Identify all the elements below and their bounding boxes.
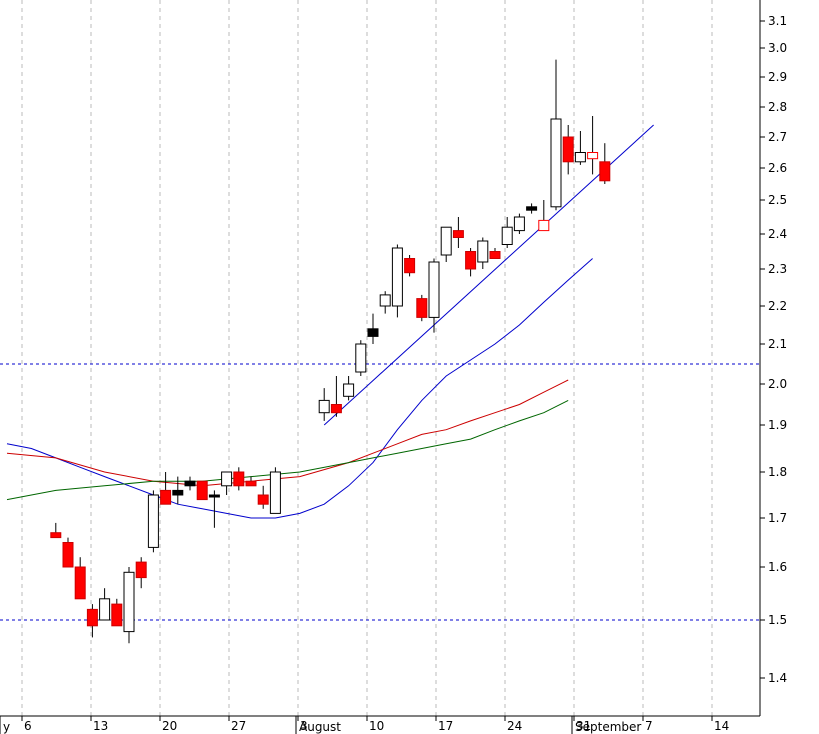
series-line xyxy=(323,124,654,426)
series-line xyxy=(6,399,569,501)
candle-body xyxy=(501,226,513,245)
y-tick-label: 2.2 xyxy=(768,299,787,313)
x-tick-label: 14 xyxy=(714,719,729,733)
month-label: August xyxy=(299,720,341,734)
y-tick-label: 2.6 xyxy=(768,161,787,175)
candle-body xyxy=(86,608,98,627)
candle-body xyxy=(147,494,159,548)
y-tick-label: 1.7 xyxy=(768,511,787,525)
candle-body xyxy=(587,152,599,160)
x-tick-label: 24 xyxy=(507,719,522,733)
y-tick-label: 1.5 xyxy=(768,613,787,627)
candle-body xyxy=(50,532,62,539)
candle-body xyxy=(452,230,464,239)
month-label: September xyxy=(575,720,641,734)
y-tick-label: 2.9 xyxy=(768,70,787,84)
month-label: y xyxy=(3,720,10,734)
candle-body xyxy=(477,240,489,263)
x-tick-label: 10 xyxy=(369,719,384,733)
candle-body xyxy=(391,247,403,307)
candle-body xyxy=(538,219,550,232)
x-tick-label: 27 xyxy=(231,719,246,733)
candle-body xyxy=(343,383,355,397)
candle-body xyxy=(318,399,330,414)
candle-body xyxy=(379,294,391,307)
candle-body xyxy=(599,161,611,182)
x-axis: 6 13 20 27 3 10 17 24 31 7 14 y August September xyxy=(0,716,729,734)
y-tick-label: 2.8 xyxy=(768,100,787,114)
candle-body xyxy=(233,471,245,487)
y-axis: 1.4 1.5 1.6 1.7 1.8 1.9 2.0 2.1 2.2 2.3 2.4 2.5 2.6 2… xyxy=(760,14,787,685)
x-tick-label: 31 xyxy=(576,719,591,733)
y-tick-label: 2.4 xyxy=(768,227,787,241)
candle-body xyxy=(135,561,147,579)
y-tick-label: 2.1 xyxy=(768,337,787,351)
series-line xyxy=(6,258,593,519)
candle-body xyxy=(465,251,477,270)
candle-body xyxy=(404,258,416,274)
y-tick-label: 2.3 xyxy=(768,262,787,276)
candle-body xyxy=(99,598,111,621)
x-tick-label: 7 xyxy=(645,719,653,733)
x-tick-label: 6 xyxy=(24,719,32,733)
y-tick-label: 1.6 xyxy=(768,560,787,574)
candle-body xyxy=(208,494,220,498)
y-tick-label: 1.4 xyxy=(768,671,787,685)
candle-body xyxy=(74,566,86,600)
x-tick-label: 20 xyxy=(162,719,177,733)
y-tick-label: 2.5 xyxy=(768,193,787,207)
x-tick-label: 17 xyxy=(438,719,453,733)
candle-body xyxy=(269,471,281,514)
candles xyxy=(50,59,611,644)
x-tick-label: 3 xyxy=(300,719,308,733)
y-tick-label: 1.9 xyxy=(768,418,787,432)
candle-body xyxy=(562,136,574,163)
y-tick-label: 2.7 xyxy=(768,130,787,144)
candle-body xyxy=(513,216,525,232)
candle-body xyxy=(111,603,123,627)
moving-average-lines xyxy=(6,124,654,519)
candle-body xyxy=(330,404,342,414)
candle-body xyxy=(160,489,172,505)
candle-body xyxy=(416,298,428,318)
candle-body xyxy=(355,343,367,373)
candle-body xyxy=(257,494,269,505)
candle-body xyxy=(428,261,440,318)
candle-body xyxy=(196,480,208,501)
candle-body xyxy=(123,571,135,633)
candle-body xyxy=(221,471,233,487)
candle-body xyxy=(367,328,379,337)
candle-body xyxy=(526,206,538,211)
candle-body xyxy=(440,226,452,256)
series-line xyxy=(6,379,569,487)
y-tick-label: 3.0 xyxy=(768,41,787,55)
candle-body xyxy=(184,480,196,487)
y-tick-label: 3.1 xyxy=(768,14,787,28)
candle-body xyxy=(550,118,562,208)
candle-body xyxy=(62,542,74,568)
candle-body xyxy=(489,251,501,259)
y-tick-label: 1.8 xyxy=(768,465,787,479)
candle-body xyxy=(574,152,586,163)
candle-body xyxy=(172,489,184,496)
candle-body xyxy=(245,480,257,487)
y-tick-label: 2.0 xyxy=(768,377,787,391)
x-tick-label: 13 xyxy=(93,719,108,733)
